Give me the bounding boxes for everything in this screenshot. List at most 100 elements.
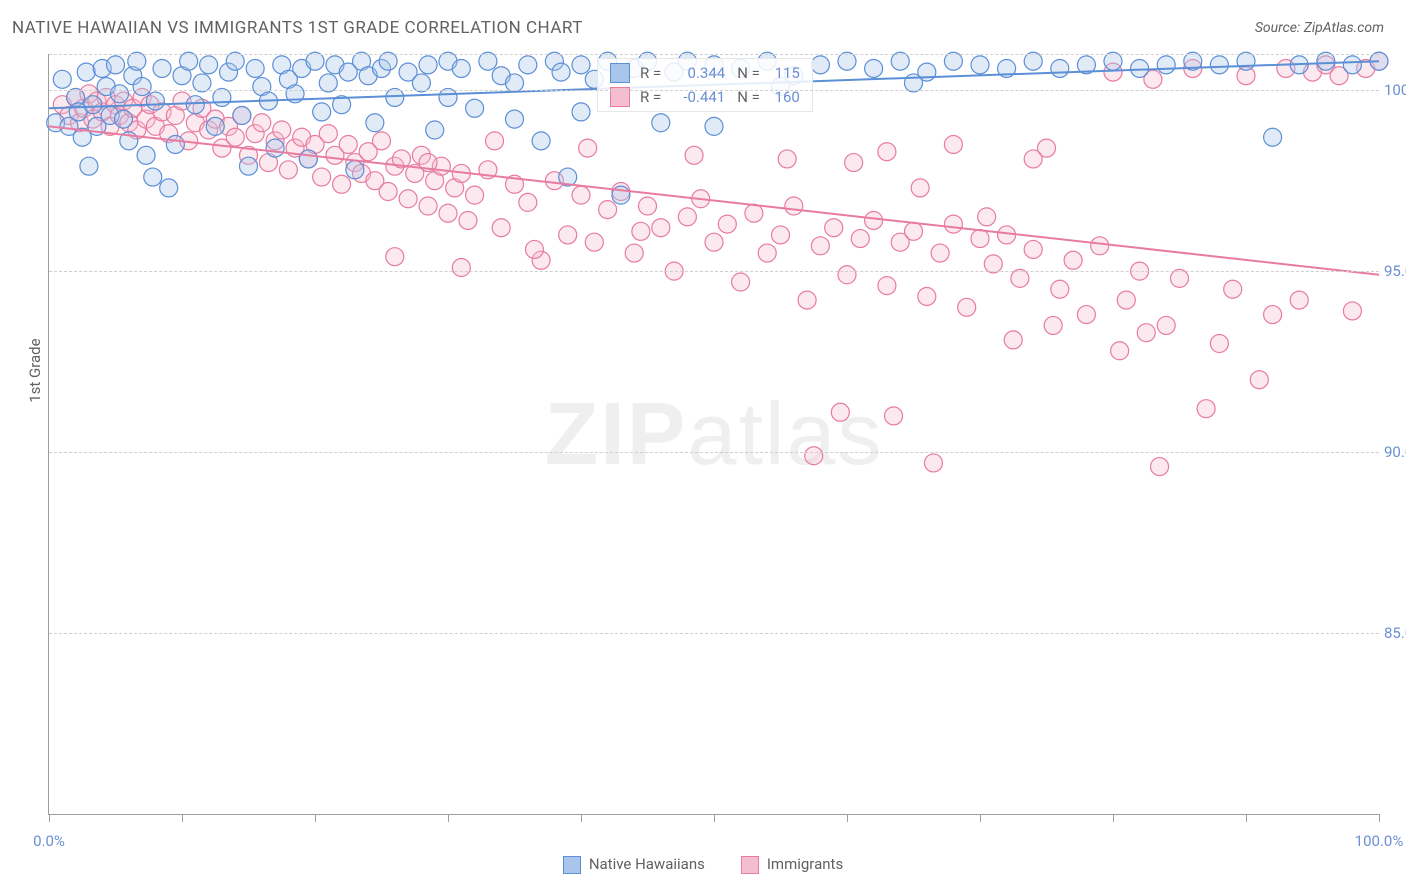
data-point (426, 121, 444, 139)
legend-swatch (563, 856, 581, 874)
data-point (978, 208, 996, 226)
data-point (785, 197, 803, 215)
gridline-h (49, 271, 1379, 272)
data-point (200, 56, 218, 74)
data-point (253, 114, 271, 132)
data-point (851, 230, 869, 248)
data-point (811, 56, 829, 74)
data-point (905, 222, 923, 240)
data-point (572, 103, 590, 121)
gridline-h (49, 452, 1379, 453)
gridline-h (49, 54, 1379, 55)
data-point (831, 403, 849, 421)
x-tick (980, 814, 981, 822)
gridline-h (49, 90, 1379, 91)
data-point (632, 222, 650, 240)
data-point (107, 56, 125, 74)
x-tick (1246, 814, 1247, 822)
data-point (273, 121, 291, 139)
data-point (585, 233, 603, 251)
data-point (778, 150, 796, 168)
data-point (1004, 331, 1022, 349)
data-point (486, 132, 504, 150)
data-point (579, 139, 597, 157)
data-point (110, 85, 128, 103)
data-point (1250, 371, 1268, 389)
x-tick (448, 814, 449, 822)
data-point (772, 226, 790, 244)
trend-line (49, 126, 1379, 274)
data-point (153, 59, 171, 77)
data-point (373, 132, 391, 150)
data-point (732, 273, 750, 291)
data-point (1210, 56, 1228, 74)
data-point (838, 266, 856, 284)
data-point (186, 96, 204, 114)
data-point (1077, 306, 1095, 324)
data-point (805, 447, 823, 465)
data-point (998, 226, 1016, 244)
data-point (339, 135, 357, 153)
x-tick (1113, 814, 1114, 822)
x-tick (581, 814, 582, 822)
data-point (845, 154, 863, 172)
data-point (114, 110, 132, 128)
data-point (971, 56, 989, 74)
data-point (452, 59, 470, 77)
x-tick (315, 814, 316, 822)
legend-swatch (610, 63, 630, 83)
data-point (559, 226, 577, 244)
data-point (924, 454, 942, 472)
stats-value-n: 115 (764, 64, 800, 82)
data-point (878, 143, 896, 161)
data-point (439, 204, 457, 222)
stats-box: R =0.344N =115R =-0.441N =160 (597, 58, 813, 112)
data-point (971, 230, 989, 248)
data-point (166, 135, 184, 153)
data-point (386, 248, 404, 266)
data-point (918, 287, 936, 305)
data-point (137, 146, 155, 164)
data-point (705, 233, 723, 251)
data-point (1210, 335, 1228, 353)
data-point (459, 211, 477, 229)
data-point (811, 237, 829, 255)
data-point (266, 139, 284, 157)
data-point (466, 99, 484, 117)
x-tick (847, 814, 848, 822)
stats-label-r: R = (640, 64, 661, 82)
data-point (1051, 280, 1069, 298)
y-axis-label: 1st Grade (26, 338, 44, 402)
data-point (652, 219, 670, 237)
data-point (419, 56, 437, 74)
chart-area: ZIPatlas R =0.344N =115R =-0.441N =160 8… (48, 54, 1379, 815)
x-tick (714, 814, 715, 822)
data-point (1024, 150, 1042, 168)
legend-item: Native Hawaiians (563, 855, 705, 874)
data-point (705, 117, 723, 135)
data-point (639, 197, 657, 215)
chart-title: NATIVE HAWAIIAN VS IMMIGRANTS 1ST GRADE … (12, 18, 583, 38)
x-tick-label: 100.0% (1355, 832, 1404, 850)
data-point (206, 117, 224, 135)
stats-label-n: N = (737, 64, 760, 82)
legend-label: Immigrants (767, 855, 843, 873)
data-point (798, 291, 816, 309)
legend-label: Native Hawaiians (589, 855, 705, 873)
data-point (865, 59, 883, 77)
stats-row: R =-0.441N =160 (598, 85, 812, 109)
data-point (1290, 291, 1308, 309)
data-point (1137, 324, 1155, 342)
stats-row: R =0.344N =115 (598, 61, 812, 85)
data-point (1264, 306, 1282, 324)
data-point (625, 244, 643, 262)
plot-svg (49, 54, 1379, 814)
data-point (226, 128, 244, 146)
data-point (552, 63, 570, 81)
data-point (1197, 400, 1215, 418)
x-tick (182, 814, 183, 822)
y-tick-label: 90.0% (1384, 443, 1406, 461)
data-point (146, 92, 164, 110)
data-point (466, 186, 484, 204)
data-point (240, 157, 258, 175)
